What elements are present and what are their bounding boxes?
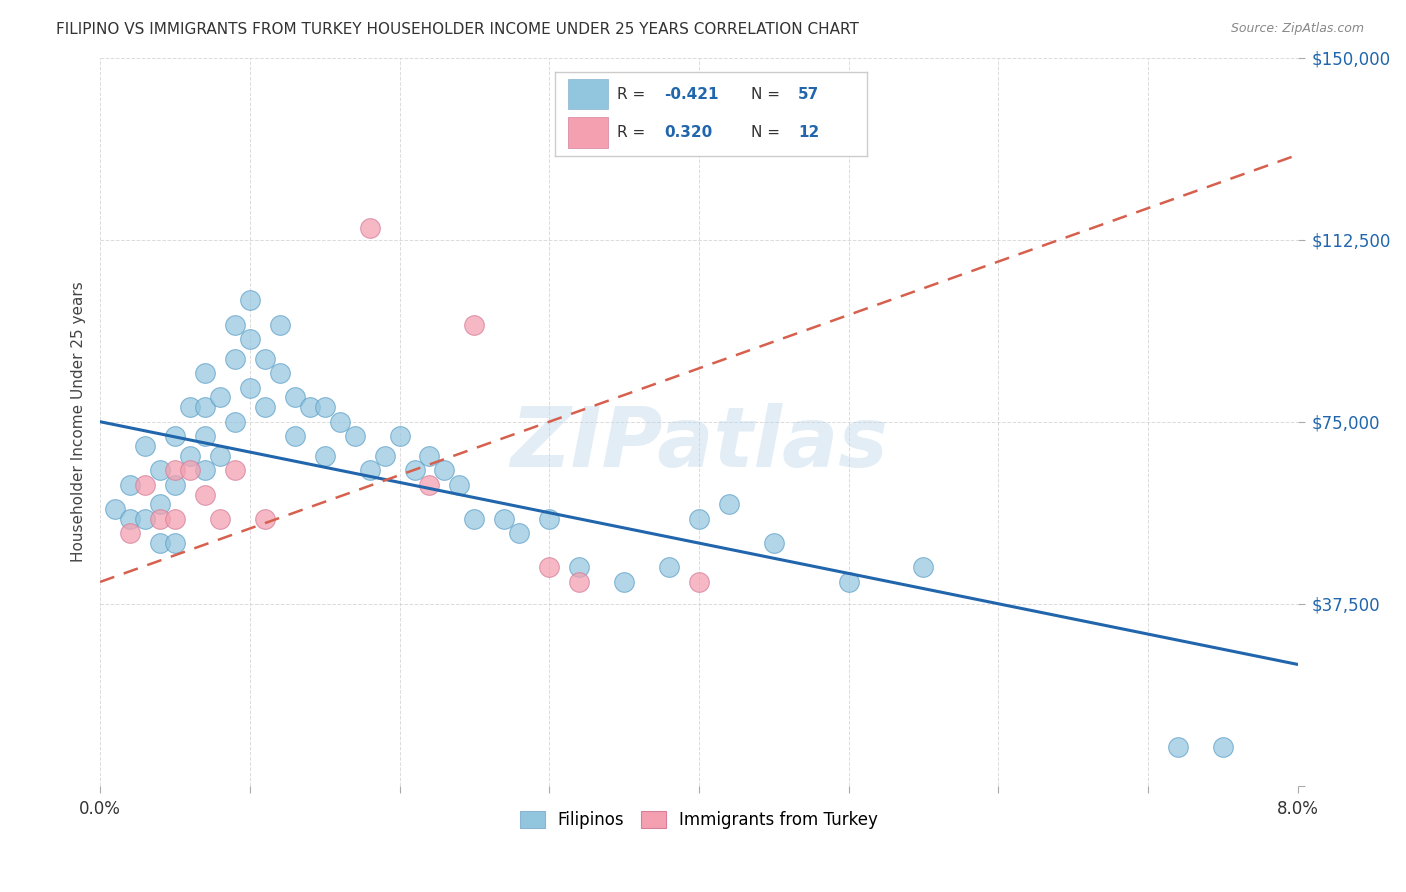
Legend: Filipinos, Immigrants from Turkey: Filipinos, Immigrants from Turkey (513, 805, 884, 836)
Point (613, 574, 636, 589)
Point (329, 415, 352, 429)
Point (269, 318, 291, 332)
Point (194, 400, 217, 414)
Text: FILIPINO VS IMMIGRANTS FROM TURKEY HOUSEHOLDER INCOME UNDER 25 YEARS CORRELATION: FILIPINO VS IMMIGRANTS FROM TURKEY HOUSE… (56, 22, 859, 37)
Point (134, 439, 156, 453)
Point (163, 536, 186, 550)
Point (208, 449, 231, 463)
Text: Source: ZipAtlas.com: Source: ZipAtlas.com (1230, 22, 1364, 36)
Point (194, 366, 217, 380)
Point (912, 560, 935, 574)
Point (253, 512, 276, 526)
Point (149, 536, 172, 550)
Y-axis label: Householder Income Under 25 years: Householder Income Under 25 years (72, 281, 86, 562)
Point (762, 536, 785, 550)
Point (717, 497, 740, 511)
Point (253, 400, 276, 414)
Point (163, 463, 186, 477)
Point (134, 512, 156, 526)
Point (343, 429, 366, 443)
Point (508, 526, 530, 541)
Point (120, 478, 142, 492)
Point (239, 293, 262, 308)
Point (224, 463, 246, 477)
Point (463, 318, 485, 332)
Point (134, 478, 156, 492)
Point (179, 463, 201, 477)
Point (163, 478, 186, 492)
Point (688, 574, 710, 589)
Point (104, 502, 127, 516)
Point (538, 560, 561, 574)
Point (194, 463, 217, 477)
Point (224, 415, 246, 429)
Point (359, 463, 381, 477)
Point (463, 512, 485, 526)
Point (149, 512, 172, 526)
Point (404, 463, 426, 477)
Point (239, 381, 262, 395)
Point (163, 429, 186, 443)
Point (208, 512, 231, 526)
Point (658, 560, 681, 574)
Point (1212, 739, 1234, 754)
Point (284, 429, 307, 443)
Point (494, 512, 516, 526)
Point (120, 526, 142, 541)
Point (224, 318, 246, 332)
Point (688, 512, 710, 526)
Point (269, 366, 291, 380)
Point (538, 512, 561, 526)
Point (194, 429, 217, 443)
Point (418, 449, 440, 463)
Point (284, 391, 307, 405)
Point (1167, 739, 1189, 754)
Point (194, 487, 217, 501)
Point (449, 478, 471, 492)
Point (208, 391, 231, 405)
Point (239, 332, 262, 346)
Point (314, 400, 336, 414)
Point (433, 463, 456, 477)
Point (388, 429, 411, 443)
Text: ZIPatlas: ZIPatlas (510, 403, 887, 484)
Point (374, 449, 396, 463)
Point (149, 497, 172, 511)
Point (298, 400, 321, 414)
Point (224, 351, 246, 366)
Point (314, 449, 336, 463)
Point (163, 512, 186, 526)
Point (838, 574, 860, 589)
Point (149, 463, 172, 477)
Point (179, 449, 201, 463)
Point (418, 478, 440, 492)
Point (253, 351, 276, 366)
Point (120, 512, 142, 526)
Point (568, 560, 591, 574)
Point (359, 220, 381, 235)
Point (568, 574, 591, 589)
Point (179, 400, 201, 414)
